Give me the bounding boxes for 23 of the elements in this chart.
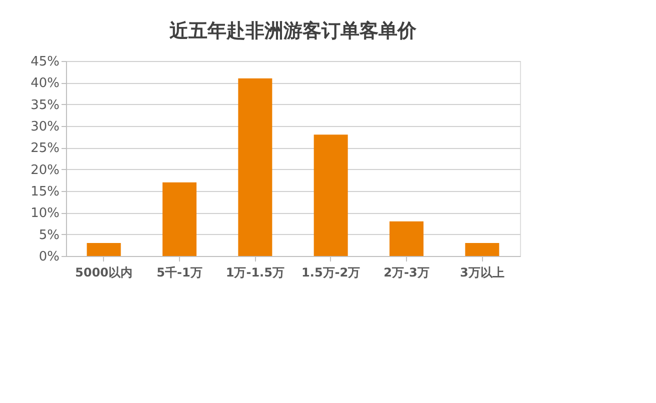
x-tick-label: 3万以上 bbox=[460, 266, 504, 280]
x-tick-label: 5000以内 bbox=[75, 266, 133, 280]
bar bbox=[238, 78, 272, 256]
x-tick-label: 1万-1.5万 bbox=[226, 266, 284, 280]
y-tick-label: 0% bbox=[38, 250, 60, 264]
y-tick-label: 25% bbox=[30, 141, 60, 156]
y-tick-label: 10% bbox=[30, 206, 60, 222]
bar bbox=[314, 134, 348, 256]
y-tick-label: 45% bbox=[30, 54, 60, 70]
y-tick-label: 15% bbox=[30, 184, 60, 200]
bar bbox=[162, 182, 196, 256]
x-tick-label: 1.5万-2万 bbox=[302, 266, 360, 280]
bar bbox=[390, 221, 424, 256]
x-tick-label: 5千-1万 bbox=[156, 266, 202, 280]
bar bbox=[86, 243, 121, 256]
bar bbox=[465, 243, 500, 256]
x-tick-label: 2万-3万 bbox=[384, 266, 430, 280]
y-tick-label: 40% bbox=[30, 76, 60, 92]
chart-title: 近五年赴非洲游客订单客单价 bbox=[168, 20, 418, 42]
y-tick-label: 30% bbox=[30, 120, 60, 134]
y-tick-label: 20% bbox=[30, 162, 60, 178]
y-tick-label: 5% bbox=[38, 228, 60, 243]
y-tick-label: 35% bbox=[30, 98, 60, 113]
